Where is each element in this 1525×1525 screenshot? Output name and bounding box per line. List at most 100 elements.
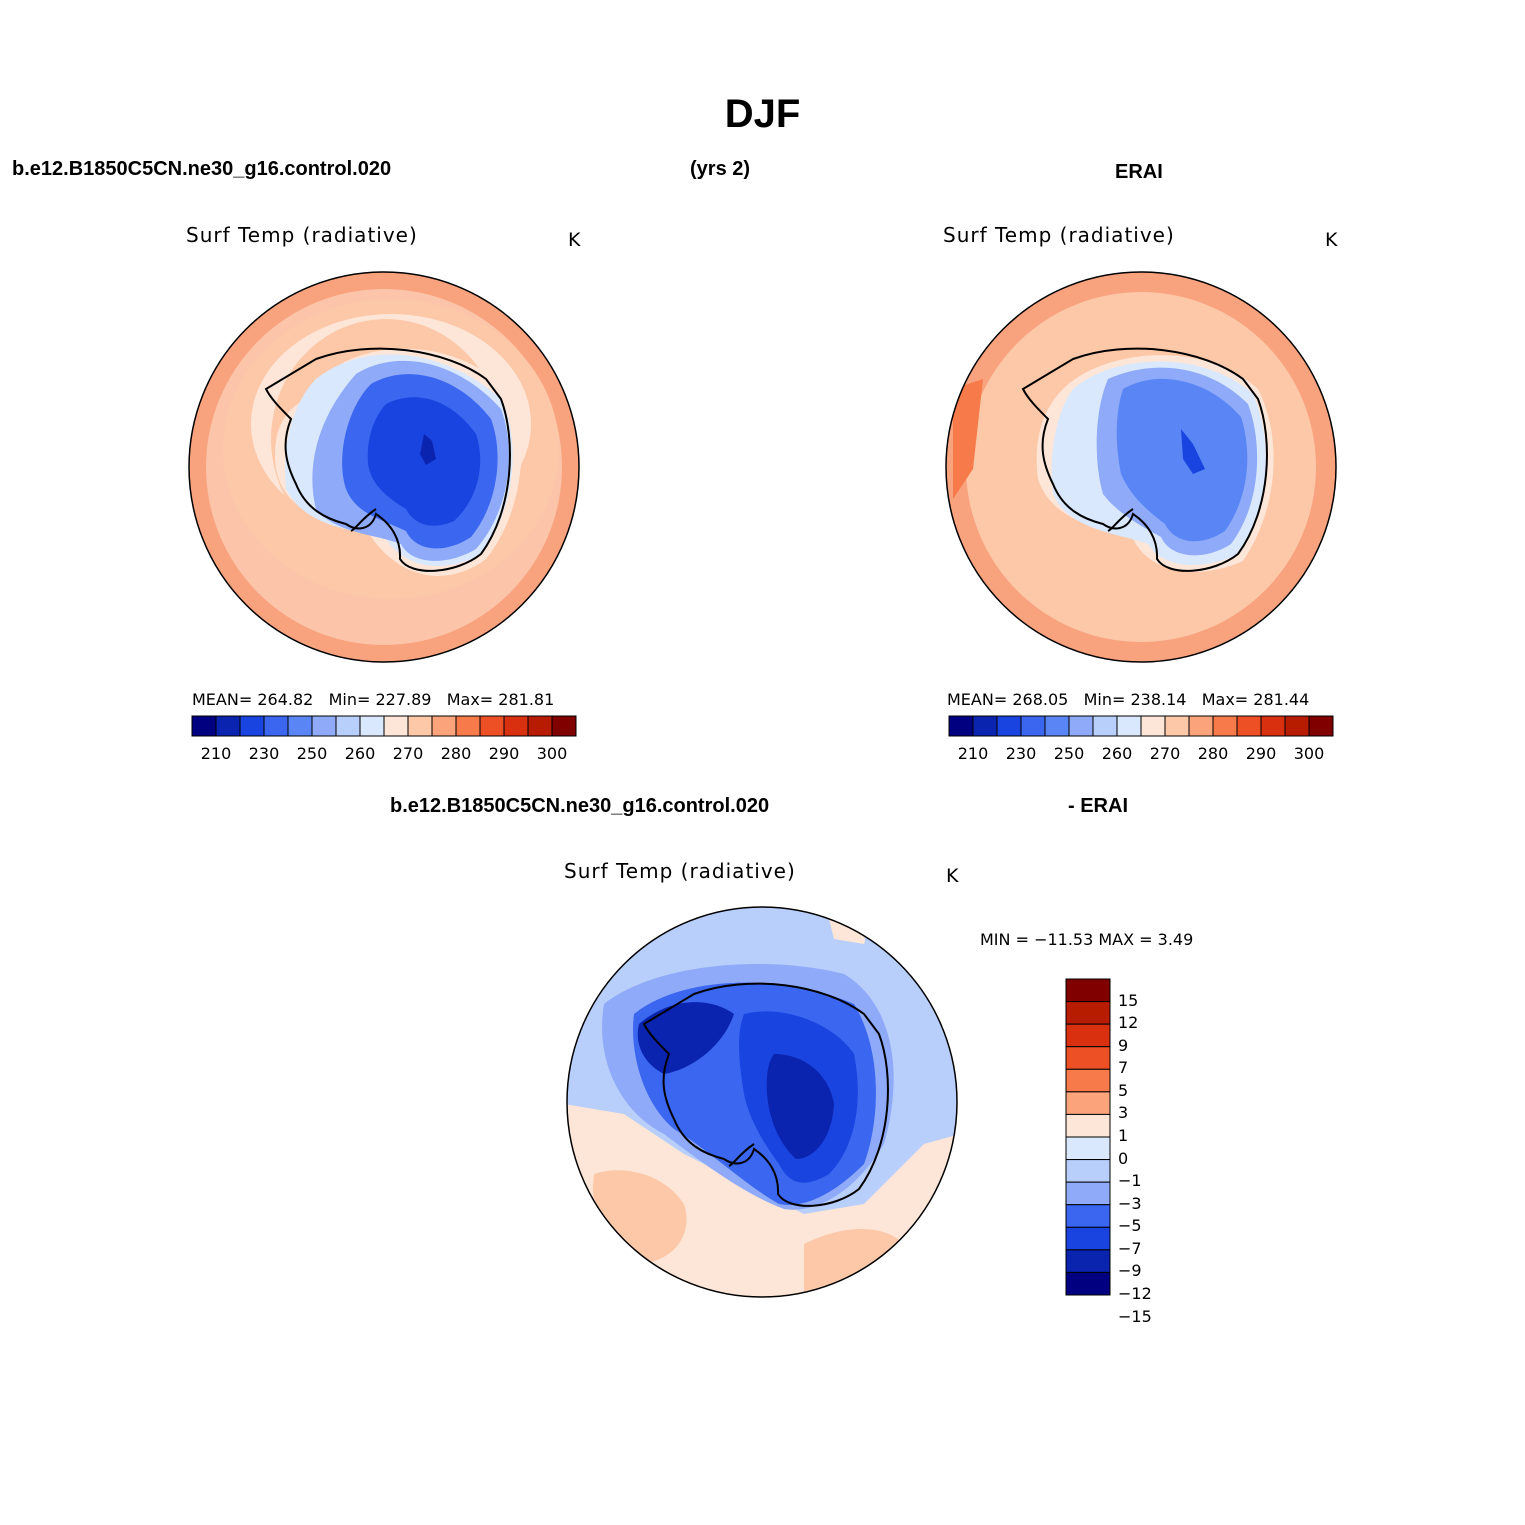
obs-max-value: 281.44 <box>1253 690 1310 709</box>
model-colorbar-tick-label: 300 <box>536 744 568 763</box>
diff-colorbar-tick-label: −5 <box>1118 1216 1142 1236</box>
obs-colorbar-box <box>1092 715 1118 737</box>
diff-colorbar-box <box>1065 1226 1111 1251</box>
diff-colorbar-tick-label: 7 <box>1118 1058 1129 1078</box>
model-colorbar-tick-label: 230 <box>248 744 280 763</box>
years-header: (yrs 2) <box>690 158 751 180</box>
diff-colorbar-tick-label: −3 <box>1118 1193 1142 1213</box>
obs-colorbar-box <box>1020 715 1046 737</box>
obs-colorbar-box <box>1188 715 1214 737</box>
obs-colorbar-tick-label: 260 <box>1101 744 1133 763</box>
obs-mean-label: MEAN= <box>947 690 1008 709</box>
obs-colorbar-box <box>1140 715 1166 737</box>
diff-colorbar-tick-label: 5 <box>1118 1080 1129 1100</box>
model-max-value: 281.81 <box>498 690 555 709</box>
model-colorbar-box <box>359 715 385 737</box>
model-colorbar-box <box>479 715 505 737</box>
model-colorbar-box <box>383 715 409 737</box>
diff-obs-header: - ERAI <box>1068 795 1128 817</box>
diff-colorbar-tick-label: −12 <box>1118 1284 1152 1303</box>
obs-colorbar-box <box>972 715 998 737</box>
obs-units: K <box>1325 229 1338 251</box>
model-min-label: Min= <box>328 690 371 709</box>
obs-colorbar-tick-label: 290 <box>1245 744 1277 763</box>
model-mean-label: MEAN= <box>192 690 253 709</box>
diff-colorbar-box <box>1065 978 1111 1003</box>
obs-colorbar-box <box>948 715 974 737</box>
diff-colorbar-tick-label: 3 <box>1118 1103 1129 1123</box>
obs-colorbar <box>948 715 1334 737</box>
obs-colorbar-box <box>1164 715 1190 737</box>
obs-polar-map <box>945 271 1337 663</box>
obs-colorbar-box <box>1308 715 1334 737</box>
diff-colorbar-box <box>1065 1001 1111 1025</box>
model-max-label: Max= <box>446 690 494 709</box>
model-polar-map <box>188 271 580 663</box>
diff-colorbar-tick-label: 15 <box>1118 990 1139 1010</box>
obs-plot-title: Surf Temp (radiative) <box>943 223 1175 247</box>
model-colorbar-box <box>527 715 553 737</box>
model-colorbar-tick-label: 280 <box>440 744 472 763</box>
diff-minmax: MIN = −11.53 MAX = 3.49 <box>980 930 1194 949</box>
model-plot-title: Surf Temp (radiative) <box>186 223 418 247</box>
diff-units: K <box>946 865 959 887</box>
model-units: K <box>568 229 581 251</box>
diff-colorbar-box <box>1065 1068 1111 1093</box>
model-colorbar-box <box>191 715 217 737</box>
obs-colorbar-tick-label: 300 <box>1293 744 1325 763</box>
model-colorbar-box <box>335 715 361 737</box>
obs-colorbar-tick-label: 230 <box>1005 744 1037 763</box>
model-colorbar-box <box>551 715 577 737</box>
obs-min-value: 238.14 <box>1130 690 1187 709</box>
obs-colorbar-box <box>1236 715 1262 737</box>
diff-colorbar-box <box>1065 1181 1111 1206</box>
obs-colorbar-tick-label: 250 <box>1053 744 1085 763</box>
diff-colorbar-tick-label: −1 <box>1118 1171 1142 1191</box>
model-colorbar-labels: 210 230 250 260 270 280 290 300 <box>192 744 576 764</box>
diff-colorbar-box <box>1065 1023 1111 1048</box>
diff-colorbar-box <box>1065 1136 1111 1161</box>
model-stats: MEAN= 264.82 Min= 227.89 Max= 281.81 <box>192 690 554 709</box>
obs-colorbar-box <box>1284 715 1310 737</box>
diff-colorbar-tick-label: 0 <box>1118 1148 1129 1168</box>
model-colorbar-box <box>239 715 265 737</box>
model-colorbar-box <box>503 715 529 737</box>
obs-colorbar-box <box>1044 715 1070 737</box>
model-colorbar-tick-label: 250 <box>296 744 328 763</box>
diff-colorbar-tick-label: 9 <box>1118 1035 1129 1055</box>
model-colorbar-box <box>407 715 433 737</box>
diff-colorbar-tick-label: −15 <box>1118 1306 1152 1326</box>
case-name-header: b.e12.B1850C5CN.ne30_g16.control.020 <box>12 158 392 180</box>
diff-colorbar-labels: 15 12 9 7 5 3 1 0 −1 −3 −5 −7 −9 −12 −15 <box>1118 978 1178 1326</box>
obs-colorbar-tick-label: 210 <box>957 744 989 763</box>
obs-max-label: Max= <box>1201 690 1249 709</box>
obs-colorbar-box <box>996 715 1022 737</box>
obs-colorbar-box <box>1116 715 1142 737</box>
diff-colorbar-box <box>1065 1113 1111 1138</box>
model-colorbar-box <box>215 715 241 737</box>
model-colorbar-tick-label: 290 <box>488 744 520 763</box>
obs-min-label: Min= <box>1083 690 1126 709</box>
diff-colorbar-tick-label: −7 <box>1118 1238 1142 1258</box>
diff-polar-map <box>566 906 958 1298</box>
diff-colorbar-box <box>1065 1091 1111 1115</box>
obs-mean-value: 268.05 <box>1012 690 1069 709</box>
model-colorbar-box <box>311 715 337 737</box>
obs-colorbar-tick-label: 280 <box>1197 744 1229 763</box>
obs-name-header: ERAI <box>1115 161 1163 183</box>
obs-colorbar-box <box>1212 715 1238 737</box>
diff-colorbar-box <box>1065 1271 1111 1296</box>
model-colorbar-box <box>287 715 313 737</box>
obs-colorbar-box <box>1260 715 1286 737</box>
diff-plot-title: Surf Temp (radiative) <box>564 859 796 883</box>
model-colorbar-box <box>263 715 289 737</box>
obs-stats: MEAN= 268.05 Min= 238.14 Max= 281.44 <box>947 690 1309 709</box>
diff-colorbar-tick-label: 1 <box>1118 1126 1129 1145</box>
diff-colorbar-box <box>1065 1046 1111 1070</box>
obs-colorbar-labels: 210 230 250 260 270 280 290 300 <box>949 744 1333 764</box>
main-title: DJF <box>724 92 801 136</box>
obs-colorbar-tick-label: 270 <box>1149 744 1181 763</box>
model-min-value: 227.89 <box>375 690 432 709</box>
model-colorbar-tick-label: 260 <box>344 744 376 763</box>
diff-colorbar <box>1065 978 1111 1296</box>
